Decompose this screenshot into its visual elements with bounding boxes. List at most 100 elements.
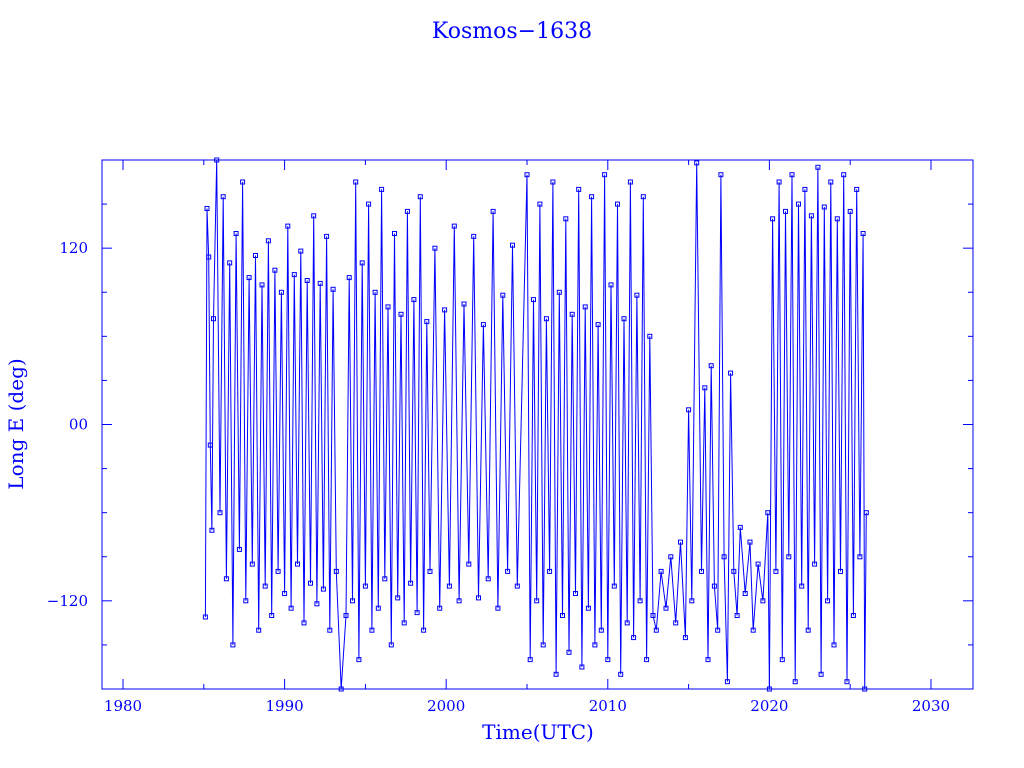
- data-point: [724, 679, 730, 685]
- data-point: [711, 583, 717, 589]
- data-point: [524, 172, 530, 178]
- data-point: [634, 292, 640, 298]
- data-point: [644, 657, 650, 663]
- data-point: [534, 598, 540, 604]
- data-point: [808, 213, 814, 219]
- data-point: [466, 561, 472, 567]
- data-point: [206, 254, 212, 260]
- data-point: [272, 267, 278, 273]
- data-point: [404, 208, 410, 214]
- data-point: [737, 524, 743, 530]
- data-point: [728, 370, 734, 376]
- data-series: [202, 157, 869, 692]
- data-point: [818, 671, 824, 677]
- data-point: [514, 583, 520, 589]
- data-point: [359, 260, 365, 266]
- data-point: [253, 253, 258, 258]
- data-point: [304, 278, 310, 283]
- data-point: [569, 311, 575, 317]
- data-point: [611, 583, 617, 589]
- data-point: [699, 568, 704, 574]
- data-point: [658, 568, 664, 574]
- chart-title: Kosmos−1638: [432, 19, 592, 44]
- data-point: [850, 613, 856, 618]
- data-point: [301, 620, 307, 626]
- data-point: [314, 601, 320, 607]
- data-point: [550, 179, 556, 185]
- data-point: [566, 649, 572, 655]
- data-point: [779, 657, 785, 663]
- data-point: [802, 186, 808, 192]
- data-point: [442, 307, 448, 313]
- data-point: [356, 657, 362, 663]
- data-point: [375, 605, 381, 611]
- data-point: [708, 363, 714, 369]
- data-point: [236, 546, 242, 552]
- data-point: [831, 642, 837, 648]
- data-point: [573, 591, 578, 596]
- data-point: [207, 442, 213, 448]
- data-point: [678, 539, 683, 545]
- data-point: [353, 179, 359, 185]
- data-point: [510, 242, 515, 248]
- data-point: [556, 289, 562, 295]
- data-point: [543, 316, 549, 322]
- data-point: [346, 275, 352, 281]
- data-point: [718, 172, 724, 178]
- data-point: [663, 605, 669, 611]
- data-point: [673, 620, 679, 626]
- data-point: [579, 664, 585, 670]
- y-tick-label: 00: [69, 416, 88, 434]
- y-tick-label: −120: [47, 592, 88, 610]
- data-point: [799, 583, 805, 589]
- data-point: [369, 627, 375, 633]
- data-point: [765, 510, 771, 516]
- data-point: [269, 613, 275, 618]
- data-point: [796, 201, 801, 207]
- data-point: [812, 561, 818, 567]
- data-point: [437, 605, 443, 611]
- data-point: [202, 614, 208, 620]
- data-point: [540, 642, 546, 648]
- data-point: [773, 568, 779, 574]
- data-point: [702, 385, 708, 391]
- data-point: [547, 568, 553, 574]
- data-point: [421, 627, 427, 633]
- axes: 1980 1990 2000 2010 2020 2030 −120 00 120: [47, 159, 974, 715]
- data-point: [815, 164, 821, 170]
- data-point: [653, 627, 659, 633]
- data-point: [324, 233, 330, 239]
- data-point: [308, 580, 313, 586]
- data-point: [388, 642, 394, 648]
- data-point: [480, 322, 486, 328]
- data-point: [385, 304, 391, 310]
- data-point: [582, 304, 588, 310]
- data-point: [624, 620, 630, 626]
- data-point: [485, 576, 491, 582]
- data-point: [249, 561, 255, 567]
- y-tick-label: 120: [59, 239, 88, 257]
- data-point: [553, 671, 559, 677]
- data-point: [451, 223, 457, 229]
- data-point: [621, 316, 627, 322]
- y-axis-label: Long E (deg): [4, 358, 28, 489]
- data-point: [734, 613, 740, 618]
- data-point: [821, 204, 827, 210]
- x-tick-label: 2030: [912, 697, 950, 715]
- data-point: [320, 586, 326, 592]
- data-point: [217, 510, 223, 516]
- data-point: [223, 576, 229, 582]
- data-point: [240, 179, 246, 185]
- data-point: [372, 289, 378, 295]
- data-point: [686, 407, 692, 413]
- data-point: [805, 627, 811, 633]
- data-point: [366, 201, 372, 207]
- data-point: [401, 620, 407, 626]
- data-point: [755, 561, 761, 567]
- data-point: [760, 598, 766, 604]
- series-line: [204, 159, 867, 690]
- data-point: [650, 613, 656, 618]
- data-point: [742, 591, 748, 596]
- data-point: [694, 160, 700, 166]
- data-point: [333, 568, 339, 574]
